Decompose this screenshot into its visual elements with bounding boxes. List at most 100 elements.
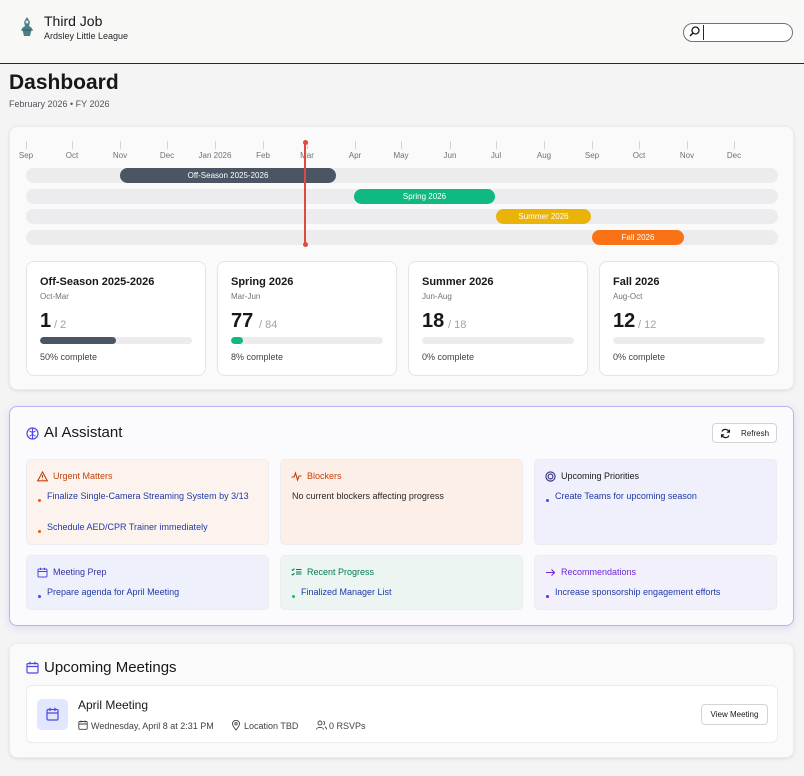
- season-card-summer[interactable]: Summer 2026 Jun-Aug 18 / 18 0% complete: [408, 261, 588, 376]
- meeting-datetime-text: Wednesday, April 8 at 2:31 PM: [91, 721, 214, 731]
- ai-assistant-title: AI Assistant: [44, 424, 123, 441]
- season-name: Spring 2026: [231, 276, 294, 288]
- panel-upcoming-priorities: Upcoming Priorities Create Teams for upc…: [534, 459, 777, 545]
- page-subtitle: February 2026 • FY 2026: [9, 99, 110, 109]
- season-percent-complete: 0% complete: [422, 352, 475, 362]
- season-range: Aug-Oct: [613, 292, 643, 301]
- panel-title: Recommendations: [561, 567, 637, 577]
- urgent-item[interactable]: Finalize Single-Camera Streaming System …: [47, 491, 249, 501]
- season-name: Summer 2026: [422, 276, 494, 288]
- timeline-bar-fall[interactable]: Fall 2026: [592, 230, 684, 245]
- bullet: [38, 595, 41, 598]
- search-icon[interactable]: [686, 25, 704, 40]
- month-label: Sep: [18, 151, 34, 160]
- calendar-icon: [37, 567, 48, 578]
- season-card-spring[interactable]: Spring 2026 Mar-Jun 77 / 84 8% complete: [217, 261, 397, 376]
- priority-item[interactable]: Create Teams for upcoming season: [555, 491, 697, 501]
- month-label: Feb: [256, 151, 270, 160]
- progress-item[interactable]: Finalized Manager List: [301, 587, 392, 597]
- season-progress-bar: [422, 337, 574, 344]
- season-total-count: / 2: [54, 319, 67, 331]
- meeting-row[interactable]: April Meeting Wednesday, April 8 at 2:31…: [26, 685, 778, 743]
- bullet: [292, 595, 295, 598]
- panel-title: Recent Progress: [307, 567, 375, 577]
- timeline-bar-spring[interactable]: Spring 2026: [354, 189, 495, 204]
- season-card-off-season[interactable]: Off-Season 2025-2026 Oct-Mar 1 / 2 50% c…: [26, 261, 206, 376]
- calendar-icon: [46, 707, 59, 721]
- month-label: Apr: [348, 151, 362, 160]
- blockers-text: No current blockers affecting progress: [292, 491, 444, 501]
- panel-title: Meeting Prep: [53, 567, 107, 577]
- season-percent-complete: 8% complete: [231, 352, 284, 362]
- refresh-button[interactable]: Refresh: [712, 423, 777, 443]
- month-label: May: [393, 151, 409, 160]
- season-progress-bar: [40, 337, 192, 344]
- meeting-location-text: Location TBD: [244, 721, 299, 731]
- league-logo-icon: [21, 17, 33, 36]
- brain-icon: [26, 427, 39, 440]
- meeting-location: Location TBD: [231, 720, 311, 732]
- month-label: Jun: [443, 151, 457, 160]
- view-meeting-button[interactable]: View Meeting: [701, 704, 768, 725]
- timeline-track: [26, 230, 778, 245]
- panel-blockers: Blockers No current blockers affecting p…: [280, 459, 523, 545]
- month-label: Dec: [159, 151, 175, 160]
- season-progress-bar: [613, 337, 765, 344]
- meeting-rsvps-text: 0 RSVPs: [329, 721, 366, 731]
- month-label: Sep: [584, 151, 600, 160]
- season-done-count: 77: [231, 310, 254, 332]
- recommendation-item[interactable]: Increase sponsorship engagement efforts: [555, 587, 721, 597]
- month-label: Nov: [112, 151, 128, 160]
- refresh-icon: [720, 428, 731, 439]
- season-range: Mar-Jun: [231, 292, 261, 301]
- timeline-track: [26, 209, 778, 224]
- meeting-name[interactable]: April Meeting: [78, 698, 149, 712]
- target-icon: [545, 471, 556, 482]
- panel-recommendations: Recommendations Increase sponsorship eng…: [534, 555, 777, 610]
- season-name: Off-Season 2025-2026: [40, 276, 155, 288]
- season-name: Fall 2026: [613, 276, 660, 288]
- bullet: [546, 499, 549, 502]
- month-label: Oct: [632, 151, 646, 160]
- panel-title: Upcoming Priorities: [561, 471, 640, 481]
- season-range: Jun-Aug: [422, 292, 452, 301]
- month-label: Aug: [536, 151, 552, 160]
- season-progress-fill: [231, 337, 244, 344]
- season-done-count: 18: [422, 310, 445, 332]
- season-card-fall[interactable]: Fall 2026 Aug-Oct 12 / 12 0% complete: [599, 261, 779, 376]
- season-progress-fill: [40, 337, 116, 344]
- season-progress-bar: [231, 337, 383, 344]
- urgent-item[interactable]: Schedule AED/CPR Trainer immediately: [47, 522, 208, 532]
- upcoming-meetings-title: Upcoming Meetings: [44, 659, 177, 676]
- calendar-small-icon: [78, 720, 88, 730]
- season-total-count: / 84: [259, 319, 278, 331]
- month-label: Jul: [490, 151, 502, 160]
- meeting-prep-item[interactable]: Prepare agenda for April Meeting: [47, 587, 180, 597]
- timeline-bar-off-season[interactable]: Off-Season 2025-2026: [120, 168, 336, 183]
- panel-recent-progress: Recent Progress Finalized Manager List: [280, 555, 523, 610]
- month-label: Jan 2026: [198, 151, 232, 160]
- activity-icon: [291, 471, 302, 482]
- panel-urgent-matters: Urgent Matters Finalize Single-Camera St…: [26, 459, 269, 545]
- season-total-count: / 12: [638, 319, 657, 331]
- panel-title: Urgent Matters: [53, 471, 113, 481]
- search-input[interactable]: [683, 23, 793, 42]
- calendar-icon: [26, 661, 39, 674]
- map-pin-icon: [232, 720, 240, 731]
- refresh-label: Refresh: [741, 429, 770, 438]
- meeting-calendar-badge: [37, 699, 68, 730]
- month-label: Mar: [300, 151, 314, 160]
- season-timeline-card: Sep Oct Nov Dec Jan 2026 Feb Mar Apr May…: [9, 126, 794, 390]
- month-label: Nov: [679, 151, 695, 160]
- season-percent-complete: 0% complete: [613, 352, 666, 362]
- season-done-count: 12: [613, 310, 636, 332]
- warning-icon: [37, 471, 48, 482]
- panel-meeting-prep: Meeting Prep Prepare agenda for April Me…: [26, 555, 269, 610]
- bullet: [38, 530, 41, 533]
- panel-title: Blockers: [307, 471, 342, 481]
- bullet: [546, 595, 549, 598]
- season-total-count: / 18: [448, 319, 467, 331]
- month-label: Dec: [726, 151, 742, 160]
- timeline-bar-summer[interactable]: Summer 2026: [496, 209, 591, 224]
- season-percent-complete: 50% complete: [40, 352, 98, 362]
